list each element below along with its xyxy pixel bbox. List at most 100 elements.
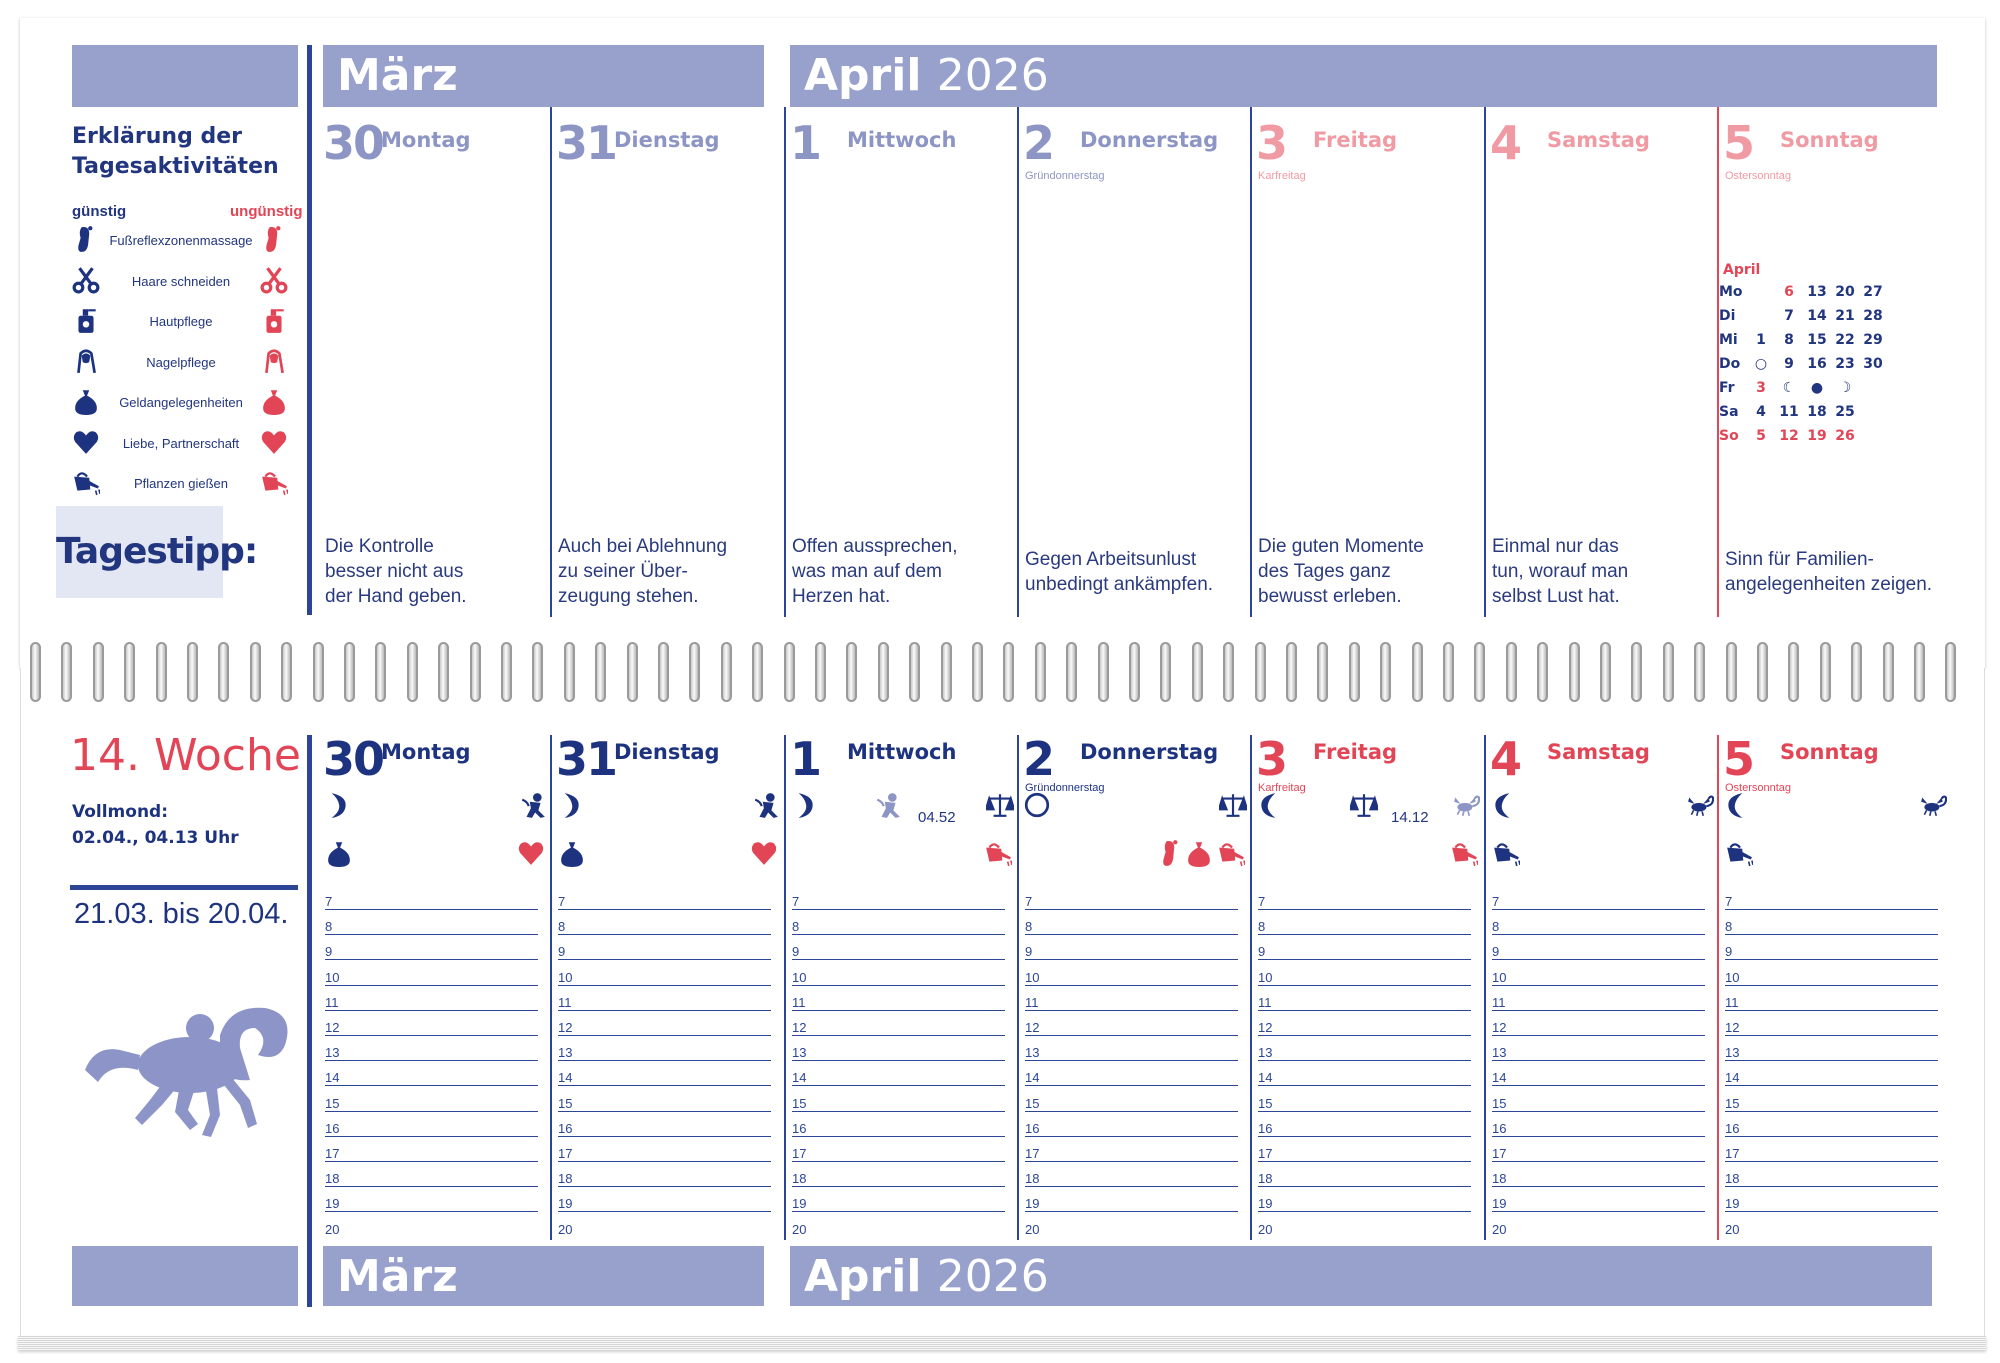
- hour-row[interactable]: 8: [1725, 910, 1938, 936]
- hour-row[interactable]: 12: [1492, 1011, 1705, 1036]
- hour-row[interactable]: 12: [558, 1011, 771, 1036]
- hour-row[interactable]: 8: [1492, 910, 1705, 936]
- hour-row[interactable]: 9: [1725, 935, 1938, 961]
- hour-row[interactable]: 10: [325, 961, 538, 986]
- hour-row[interactable]: 19: [792, 1187, 1005, 1213]
- hour-row[interactable]: 17: [1492, 1137, 1705, 1162]
- hour-row[interactable]: 11: [792, 986, 1005, 1011]
- hour-row[interactable]: 20: [1025, 1213, 1238, 1238]
- hour-row[interactable]: 12: [325, 1011, 538, 1036]
- hour-row[interactable]: 18: [325, 1162, 538, 1188]
- hour-row[interactable]: 15: [558, 1087, 771, 1112]
- hour-row[interactable]: 19: [1725, 1187, 1938, 1213]
- hour-row[interactable]: 10: [1025, 961, 1238, 986]
- hour-row[interactable]: 13: [1725, 1036, 1938, 1062]
- hour-row[interactable]: 19: [1492, 1187, 1705, 1213]
- hour-row[interactable]: 9: [558, 935, 771, 961]
- hour-row[interactable]: 11: [558, 986, 771, 1011]
- hour-row[interactable]: 14: [1725, 1061, 1938, 1087]
- hour-row[interactable]: 19: [325, 1187, 538, 1213]
- hour-row[interactable]: 13: [325, 1036, 538, 1062]
- hour-row[interactable]: 20: [1492, 1213, 1705, 1238]
- hour-row[interactable]: 11: [1492, 986, 1705, 1011]
- hour-row[interactable]: 16: [325, 1112, 538, 1137]
- hour-row[interactable]: 17: [792, 1137, 1005, 1162]
- hour-row[interactable]: 16: [1492, 1112, 1705, 1137]
- hour-row[interactable]: 7: [792, 885, 1005, 910]
- hour-row[interactable]: 16: [1725, 1112, 1938, 1137]
- hour-row[interactable]: 17: [558, 1137, 771, 1162]
- hour-row[interactable]: 17: [1725, 1137, 1938, 1162]
- hour-row[interactable]: 13: [792, 1036, 1005, 1062]
- hour-row[interactable]: 14: [558, 1061, 771, 1087]
- hour-row[interactable]: 10: [1725, 961, 1938, 986]
- hour-row[interactable]: 19: [1025, 1187, 1238, 1213]
- hour-row[interactable]: 15: [1492, 1087, 1705, 1112]
- hour-row[interactable]: 12: [792, 1011, 1005, 1036]
- hour-row[interactable]: 10: [1258, 961, 1471, 986]
- hour-row[interactable]: 14: [1258, 1061, 1471, 1087]
- hour-row[interactable]: 20: [1258, 1213, 1471, 1238]
- hour-row[interactable]: 18: [1492, 1162, 1705, 1188]
- hour-row[interactable]: 9: [792, 935, 1005, 961]
- hour-row[interactable]: 7: [1492, 885, 1705, 910]
- hour-row[interactable]: 18: [1025, 1162, 1238, 1188]
- hour-row[interactable]: 19: [1258, 1187, 1471, 1213]
- hour-row[interactable]: 11: [325, 986, 538, 1011]
- hour-row[interactable]: 20: [558, 1213, 771, 1238]
- hour-row[interactable]: 16: [558, 1112, 771, 1137]
- hour-row[interactable]: 8: [1258, 910, 1471, 936]
- hour-row[interactable]: 12: [1025, 1011, 1238, 1036]
- hour-row[interactable]: 15: [1025, 1087, 1238, 1112]
- hour-row[interactable]: 9: [1492, 935, 1705, 961]
- hour-row[interactable]: 17: [325, 1137, 538, 1162]
- hour-row[interactable]: 18: [1258, 1162, 1471, 1188]
- hour-row[interactable]: 9: [1258, 935, 1471, 961]
- hour-row[interactable]: 15: [325, 1087, 538, 1112]
- hour-row[interactable]: 14: [792, 1061, 1005, 1087]
- hour-row[interactable]: 15: [1725, 1087, 1938, 1112]
- hour-row[interactable]: 15: [1258, 1087, 1471, 1112]
- hour-row[interactable]: 13: [1025, 1036, 1238, 1062]
- hour-row[interactable]: 11: [1725, 986, 1938, 1011]
- hour-row[interactable]: 20: [325, 1213, 538, 1238]
- hour-row[interactable]: 7: [325, 885, 538, 910]
- hour-row[interactable]: 10: [792, 961, 1005, 986]
- hour-row[interactable]: 14: [1025, 1061, 1238, 1087]
- hour-row[interactable]: 14: [325, 1061, 538, 1087]
- hour-row[interactable]: 20: [1725, 1213, 1938, 1238]
- hour-row[interactable]: 13: [1258, 1036, 1471, 1062]
- hour-row[interactable]: 16: [1258, 1112, 1471, 1137]
- hour-row[interactable]: 13: [1492, 1036, 1705, 1062]
- hour-row[interactable]: 13: [558, 1036, 771, 1062]
- hour-row[interactable]: 12: [1725, 1011, 1938, 1036]
- hour-row[interactable]: 7: [1025, 885, 1238, 910]
- hour-row[interactable]: 20: [792, 1213, 1005, 1238]
- hour-row[interactable]: 16: [1025, 1112, 1238, 1137]
- hour-row[interactable]: 8: [558, 910, 771, 936]
- hour-row[interactable]: 17: [1258, 1137, 1471, 1162]
- hour-row[interactable]: 14: [1492, 1061, 1705, 1087]
- hour-row[interactable]: 7: [558, 885, 771, 910]
- hour-row[interactable]: 16: [792, 1112, 1005, 1137]
- bottom-day-column: 31 Dienstag 7 8 9 10 11 12 13 14 15 16 17 18 19 20: [556, 735, 789, 1240]
- hour-row[interactable]: 7: [1258, 885, 1471, 910]
- hour-row[interactable]: 10: [1492, 961, 1705, 986]
- hour-row[interactable]: 8: [792, 910, 1005, 936]
- hour-row[interactable]: 15: [792, 1087, 1005, 1112]
- hour-line: [792, 1135, 1005, 1137]
- hour-row[interactable]: 12: [1258, 1011, 1471, 1036]
- hour-row[interactable]: 8: [325, 910, 538, 936]
- hour-row[interactable]: 11: [1025, 986, 1238, 1011]
- hour-row[interactable]: 8: [1025, 910, 1238, 936]
- hour-row[interactable]: 7: [1725, 885, 1938, 910]
- hour-row[interactable]: 11: [1258, 986, 1471, 1011]
- hour-row[interactable]: 10: [558, 961, 771, 986]
- hour-row[interactable]: 18: [558, 1162, 771, 1188]
- hour-row[interactable]: 18: [792, 1162, 1005, 1188]
- hour-row[interactable]: 18: [1725, 1162, 1938, 1188]
- hour-row[interactable]: 9: [325, 935, 538, 961]
- hour-row[interactable]: 19: [558, 1187, 771, 1213]
- hour-row[interactable]: 9: [1025, 935, 1238, 961]
- hour-row[interactable]: 17: [1025, 1137, 1238, 1162]
